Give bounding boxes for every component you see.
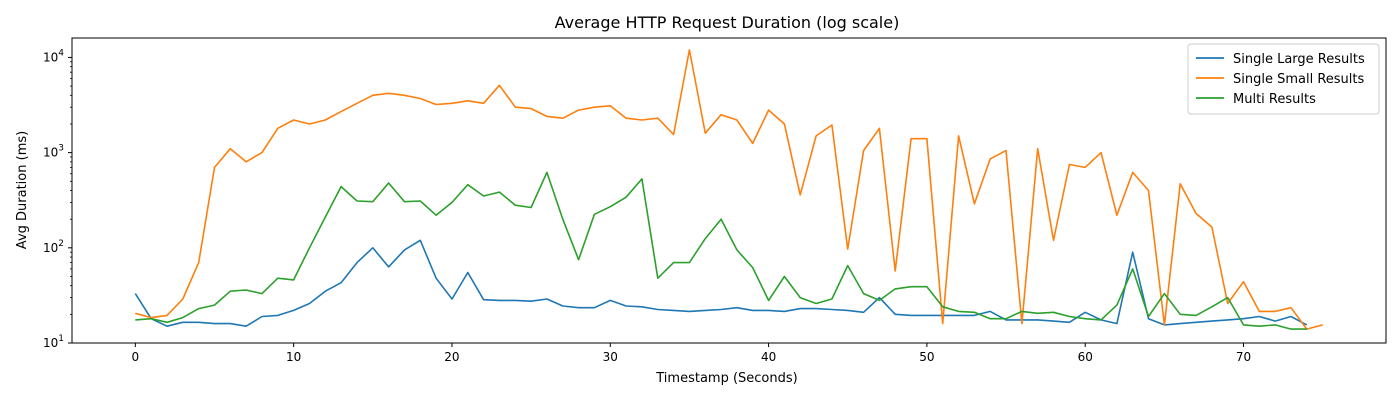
- series-line-3: [135, 171, 1307, 330]
- legend: Single Large Results Single Small Results…: [1187, 43, 1380, 115]
- y-tick-exponent: 2: [58, 239, 64, 249]
- legend-entry-label: Single Large Results: [1233, 52, 1365, 67]
- x-tick-label: 10: [286, 350, 301, 364]
- series-line-1: [134, 239, 1308, 328]
- x-tick-label: 50: [919, 350, 934, 364]
- x-tick-label: 30: [603, 350, 618, 364]
- legend-entry-label: Multi Results: [1233, 92, 1316, 107]
- chart-title: Average HTTP Request Duration (log scale…: [555, 13, 900, 32]
- x-tick-label: 20: [444, 350, 459, 364]
- y-tick-exponent: 1: [58, 334, 64, 344]
- x-axis-label: Timestamp (Seconds): [655, 371, 797, 386]
- legend-entry-label: Single Small Results: [1233, 72, 1365, 87]
- x-tick-label: 40: [761, 350, 776, 364]
- plot-lines: [134, 49, 1323, 330]
- y-tick-exponent: 3: [58, 144, 64, 154]
- y-tick-exponent: 4: [58, 48, 64, 58]
- y-axis-label: Avg Duration (ms): [15, 131, 30, 249]
- x-tick-label: 70: [1236, 350, 1251, 364]
- x-axis: 0 10 20 30 40 50 60 70: [132, 343, 1251, 364]
- series-line-2: [135, 49, 1323, 330]
- x-tick-label: 60: [1078, 350, 1093, 364]
- legend-box: [1187, 43, 1380, 115]
- x-tick-label: 0: [132, 350, 140, 364]
